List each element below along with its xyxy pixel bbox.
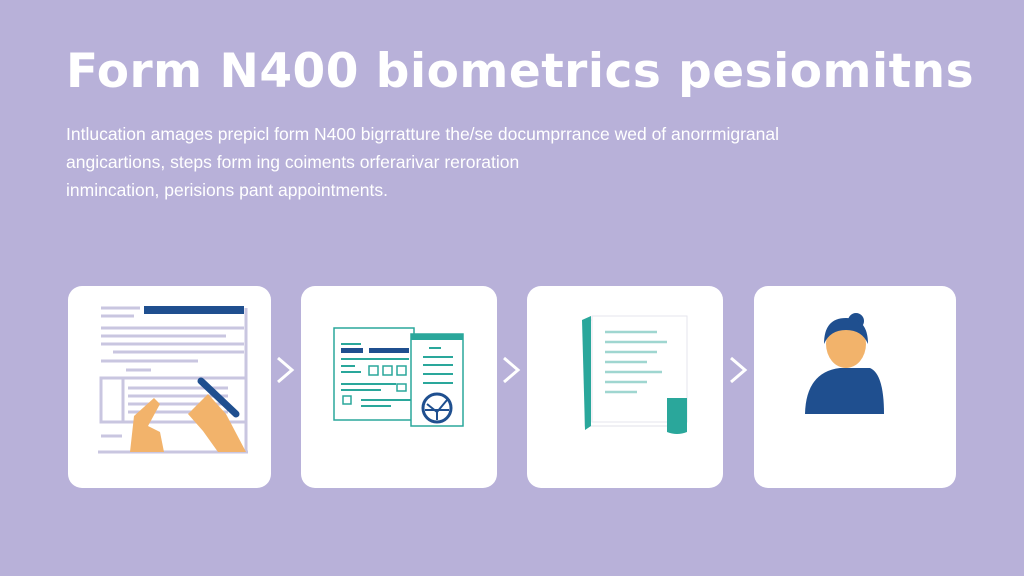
documents-with-seal-icon <box>333 327 464 427</box>
page-title: Form N400 biometrics pesiomitns <box>66 44 975 99</box>
description-line: Intlucation amages prepicl form N400 big… <box>66 124 779 144</box>
description: Intlucation amages prepicl form N400 big… <box>66 120 779 204</box>
form-filling-hands-icon <box>98 306 248 454</box>
step-card-3 <box>527 286 723 488</box>
chevron-right-icon <box>277 356 295 384</box>
description-line: angicartions, steps form ing coiments or… <box>66 152 520 172</box>
person-avatar-icon <box>805 313 884 414</box>
step-card-1 <box>68 286 271 488</box>
chevron-right-icon <box>730 356 748 384</box>
chevron-right-icon <box>503 356 521 384</box>
description-line: inmincation, perisions pant appointments… <box>66 180 388 200</box>
document-pages-icon <box>582 315 688 434</box>
step-card-4 <box>754 286 956 488</box>
step-card-2 <box>301 286 497 488</box>
